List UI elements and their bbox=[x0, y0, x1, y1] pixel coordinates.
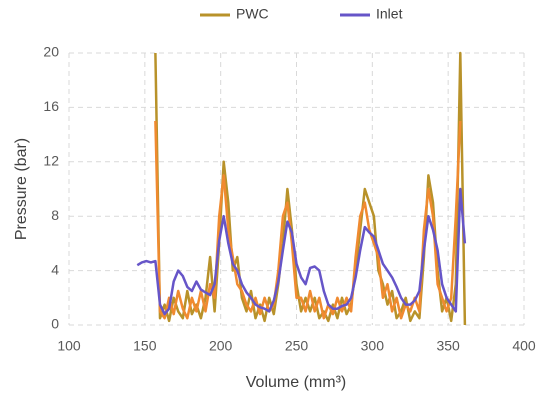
y-axis-title: Pressure (bar) bbox=[13, 138, 30, 240]
legend-label: PWC bbox=[236, 6, 269, 22]
series-line bbox=[154, 120, 462, 320]
legend-label: Inlet bbox=[376, 6, 403, 22]
y-tick-label: 4 bbox=[51, 261, 59, 277]
y-tick-label: 0 bbox=[51, 316, 59, 332]
y-tick-label: 12 bbox=[43, 153, 59, 169]
x-tick-label: 100 bbox=[57, 338, 81, 354]
y-tick-label: 16 bbox=[43, 98, 59, 114]
x-tick-label: 400 bbox=[512, 338, 536, 354]
x-tick-label: 300 bbox=[361, 338, 385, 354]
series-line bbox=[154, 51, 467, 326]
x-axis-title: Volume (mm³) bbox=[246, 374, 346, 391]
x-tick-label: 150 bbox=[133, 338, 157, 354]
x-tick-label: 250 bbox=[285, 338, 309, 354]
x-tick-label: 350 bbox=[436, 338, 460, 354]
y-tick-label: 20 bbox=[43, 44, 59, 60]
series-line bbox=[136, 187, 467, 316]
x-tick-label: 200 bbox=[209, 338, 233, 354]
y-tick-label: 8 bbox=[51, 207, 59, 223]
